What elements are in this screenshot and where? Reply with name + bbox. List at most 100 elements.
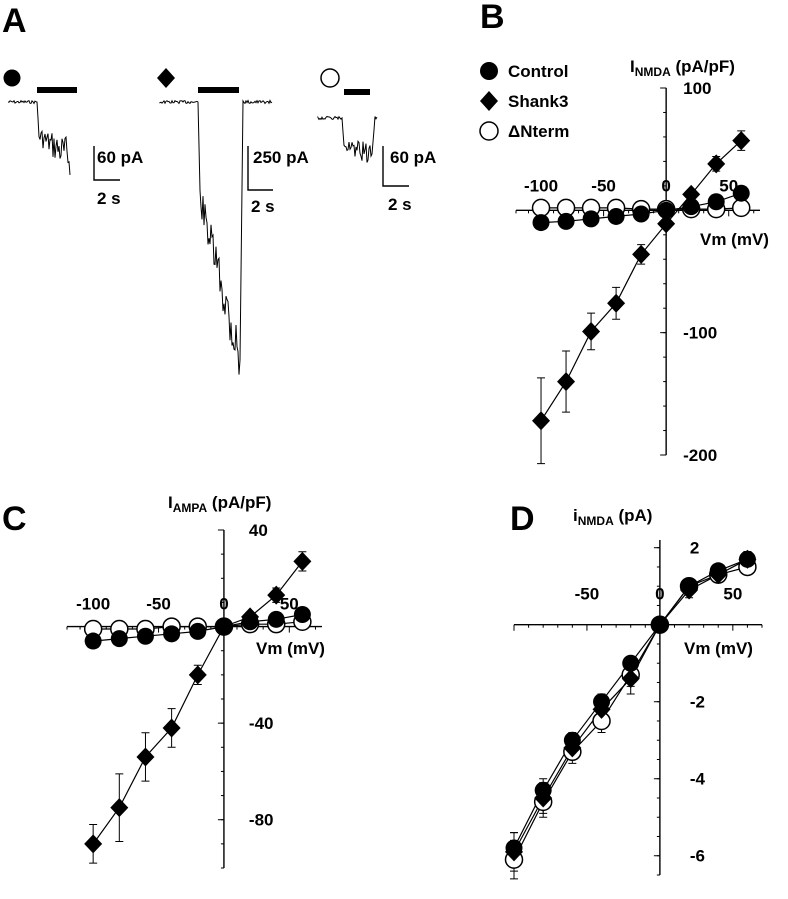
chart-b-control-point — [582, 210, 600, 228]
legend-nterm-label: ΔNterm — [508, 122, 569, 141]
chart-c-x-tick-label: 50 — [280, 595, 299, 614]
trace3-time-scale-label: 2 s — [388, 195, 412, 214]
chart-b-x-tick-label: 0 — [661, 176, 670, 195]
panel-letter-a: A — [2, 2, 27, 40]
chart-b-shank3-point — [582, 321, 601, 341]
chart-c-y-tick-label: 40 — [249, 521, 268, 540]
chart-d-shank3-point — [650, 615, 669, 635]
chart-b-nterm-point — [731, 198, 751, 218]
chart-d-y-tick-label: -2 — [690, 693, 705, 712]
chart-b-shank3-point — [632, 244, 651, 264]
chart-c-control-point — [163, 625, 181, 643]
chart-c-control-point — [84, 632, 102, 650]
trace2-time-scale-label: 2 s — [251, 197, 275, 216]
chart-c-shank3-point — [214, 617, 233, 637]
chart-c-y-axis-title: IAMPA (pA/pF) — [168, 493, 271, 515]
chart-b-shank3-point — [532, 411, 551, 431]
chart-d-y-tick-label: 2 — [690, 539, 699, 558]
chart-c-shank3-point — [188, 665, 207, 685]
chart-d: -50 0 50 2 -2 -4 -6 iNMDA (pA) Vm (mV) — [504, 506, 763, 880]
trace1-scale-bar: 60 pA 2 s — [93, 146, 143, 208]
chart-d-y-tick-label: -4 — [690, 770, 706, 789]
trace1-time-scale-label: 2 s — [97, 189, 121, 208]
chart-d-shank3-point — [621, 669, 640, 689]
chart-c-shank3-point — [110, 798, 129, 818]
trace2-current — [159, 99, 273, 375]
trace1-control-marker — [3, 69, 21, 87]
chart-b-shank3-point — [707, 154, 726, 174]
legend-shank3-marker — [480, 91, 498, 111]
chart-c-shank3-point — [293, 551, 312, 571]
legend-control-marker — [480, 62, 498, 80]
chart-c-y-tick-label: -40 — [249, 714, 274, 733]
chart-b-x-axis-title: Vm (mV) — [700, 230, 769, 249]
chart-c-shank3-point — [84, 834, 103, 854]
trace1-current — [7, 99, 71, 175]
chart-b-shank3-point — [732, 131, 751, 151]
chart-d-x-tick-label: -50 — [575, 585, 600, 604]
chart-c-shank3-point — [267, 585, 286, 605]
chart-b-control-point — [557, 212, 575, 230]
chart-c-x-tick-label: 0 — [219, 595, 228, 614]
trace3-application-bar — [344, 89, 370, 95]
panel-letter-c: C — [2, 500, 27, 538]
chart-d-shank3-point — [709, 565, 728, 585]
panel-a-traces: 60 pA 2 s 250 pA 2 s 60 pA 2 s — [3, 68, 436, 375]
legend-nterm-marker — [479, 121, 499, 141]
trace1-current-scale-label: 60 pA — [97, 148, 143, 167]
chart-d-y-axis-title: iNMDA (pA) — [573, 506, 652, 528]
chart-d-shank3-point — [738, 549, 757, 569]
chart-c-control-point — [110, 630, 128, 648]
chart-c-control-point — [293, 606, 311, 623]
chart-b-control-point — [707, 193, 725, 211]
chart-d-y-tick-label: -6 — [690, 847, 705, 866]
trace3-nterm-marker — [320, 68, 340, 88]
chart-c-shank3-point — [162, 718, 181, 738]
chart-d-shank3-point — [505, 842, 523, 862]
chart-b-nterm-point — [531, 198, 551, 218]
chart-b-control-point — [682, 198, 700, 216]
chart-d-shank3-point — [680, 580, 699, 600]
chart-d-shank3-point — [563, 738, 582, 758]
chart-b-control-point — [732, 184, 750, 202]
chart-d-nterm-line — [513, 566, 748, 860]
chart-b-shank3-point — [657, 214, 676, 234]
trace2-current-scale-label: 250 pA — [253, 148, 309, 167]
chart-b-y-axis-title: INMDA (pA/pF) — [630, 57, 735, 79]
chart-c-shank3-point — [241, 607, 260, 627]
chart-b-x-tick-label: -50 — [591, 176, 616, 195]
trace1-application-bar — [37, 87, 77, 93]
trace3-current-scale-label: 60 pA — [390, 148, 436, 167]
trace3-scale-bar: 60 pA 2 s — [382, 146, 436, 214]
chart-c-control-point — [189, 622, 207, 640]
chart-c-x-tick-label: -50 — [146, 595, 171, 614]
legend-control-label: Control — [508, 62, 568, 81]
chart-c-x-axis-title: Vm (mV) — [256, 639, 325, 658]
panel-letter-b: B — [480, 0, 505, 36]
chart-b-shank3-point — [682, 184, 701, 204]
chart-b-control-point — [632, 205, 650, 223]
chart-b-x-tick-label: -100 — [524, 176, 558, 195]
chart-b-control-point — [657, 201, 675, 219]
trace3-current — [317, 115, 378, 163]
chart-d-x-axis-title: Vm (mV) — [684, 639, 753, 658]
chart-c-control-point — [136, 627, 154, 645]
chart-c-y-tick-label: -80 — [249, 811, 274, 830]
chart-d-shank3-point — [592, 699, 611, 719]
chart-b-shank3-point — [607, 293, 626, 313]
chart-c-shank3-line — [92, 561, 303, 845]
chart-b-y-tick-label: 100 — [683, 79, 711, 98]
chart-c: -100 -50 0 50 40 -40 -80 IAMPA (pA/pF) Vm (mV) — [66, 493, 325, 869]
legend: Control Shank3 ΔNterm — [479, 62, 569, 141]
chart-c-x-tick-label: -100 — [76, 595, 110, 614]
chart-d-x-tick-label: 0 — [655, 585, 664, 604]
chart-b-shank3-point — [557, 372, 576, 392]
chart-d-shank3-point — [534, 788, 553, 808]
chart-b-y-tick-label: -200 — [683, 446, 717, 465]
chart-c-shank3-point — [136, 747, 155, 767]
chart-d-control-point — [622, 654, 640, 672]
chart-c-control-point — [267, 610, 285, 628]
chart-b-control-point — [532, 214, 550, 232]
